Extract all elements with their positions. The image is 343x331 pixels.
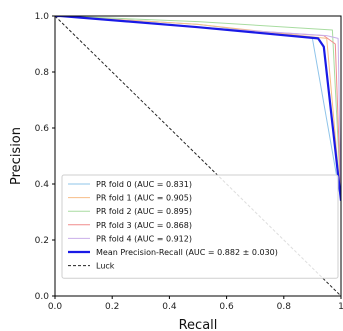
x-tick-label: 0.0 bbox=[48, 302, 63, 312]
x-axis-title: Recall bbox=[179, 318, 218, 331]
curves-layer bbox=[55, 16, 341, 296]
y-tick-label: 0.8 bbox=[35, 68, 50, 78]
legend-label-3: PR fold 3 (AUC = 0.868) bbox=[96, 221, 192, 230]
legend-label-0: PR fold 0 (AUC = 0.831) bbox=[96, 180, 192, 189]
series-line-1 bbox=[55, 16, 341, 201]
y-tick-label: 0.6 bbox=[35, 124, 50, 134]
y-tick-label: 1.0 bbox=[35, 12, 50, 22]
legend-label-2: PR fold 2 (AUC = 0.895) bbox=[96, 207, 192, 216]
axes-layer: 0.0 0.2 0.4 0.6 0.8 1 0.0 0.2 0.4 0.6 0.8 1.0 bbox=[35, 12, 343, 312]
legend-label-4: PR fold 4 (AUC = 0.912) bbox=[96, 234, 192, 243]
series-line-6 bbox=[55, 16, 341, 296]
legend-label-5: Mean Precision-Recall (AUC = 0.882 ± 0.0… bbox=[96, 248, 278, 257]
x-tick-label: 0.2 bbox=[105, 302, 119, 312]
x-tick-label: 0.6 bbox=[219, 302, 234, 312]
y-axis-title: Precision bbox=[9, 127, 24, 185]
x-tick-label: 1 bbox=[338, 302, 343, 312]
series-line-2 bbox=[55, 16, 341, 201]
series-line-4 bbox=[55, 16, 341, 201]
x-tick-label: 0.4 bbox=[162, 302, 177, 312]
x-tick-label: 0.8 bbox=[277, 302, 292, 312]
y-tick-label: 0.0 bbox=[35, 292, 50, 302]
series-line-5 bbox=[55, 16, 341, 201]
legend-label-1: PR fold 1 (AUC = 0.905) bbox=[96, 194, 192, 203]
axes-frame bbox=[54, 15, 342, 297]
y-tick-label: 0.4 bbox=[35, 180, 50, 190]
y-tick-label: 0.2 bbox=[35, 236, 49, 246]
legend: PR fold 0 (AUC = 0.831) PR fold 1 (AUC = … bbox=[61, 174, 339, 279]
legend-label-6: Luck bbox=[96, 262, 115, 271]
legend-box bbox=[61, 174, 339, 279]
